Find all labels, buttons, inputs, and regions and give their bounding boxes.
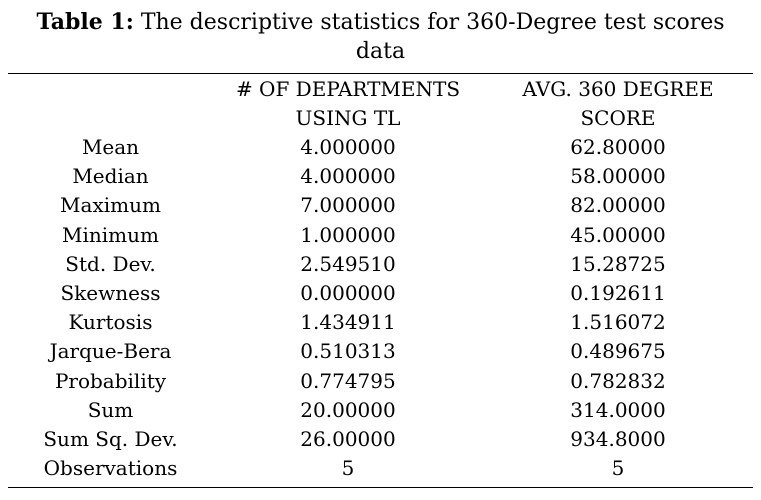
table-row: Maximum 7.000000 82.00000 xyxy=(8,191,753,220)
departments-value: 0.510313 xyxy=(300,339,396,364)
table-top-rule xyxy=(8,73,753,74)
table-row: Median 4.000000 58.00000 xyxy=(8,162,753,191)
table-row: Probability 0.774795 0.782832 xyxy=(8,367,753,396)
departments-value: 1.000000 xyxy=(300,222,396,247)
score-value: 82.00000 xyxy=(570,193,666,218)
departments-value: 0.000000 xyxy=(300,281,396,306)
score-value: 934.8000 xyxy=(570,427,666,452)
row-label: Kurtosis xyxy=(68,310,153,335)
table-row: Sum 20.00000 314.0000 xyxy=(8,396,753,425)
table-row: Observations 5 5 xyxy=(8,454,753,483)
row-label: Sum xyxy=(87,397,134,422)
descriptive-statistics-table: # OF DEPARTMENTS USING TL AVG. 360 DEGRE… xyxy=(8,75,753,483)
score-value: 62.80000 xyxy=(570,135,666,159)
score-value: 5 xyxy=(611,456,625,481)
departments-value: 4.000000 xyxy=(300,135,396,159)
table-row: Skewness 0.000000 0.192611 xyxy=(8,279,753,308)
header-departments-using-tl: # OF DEPARTMENTS USING TL xyxy=(213,75,483,133)
row-label: Skewness xyxy=(60,281,161,306)
row-label: Sum Sq. Dev. xyxy=(43,427,178,452)
departments-value: 20.00000 xyxy=(300,397,396,422)
score-value: 0.489675 xyxy=(570,339,666,364)
row-label: Median xyxy=(72,164,149,189)
departments-value: 5 xyxy=(341,456,355,481)
header-departments-line-1: # OF DEPARTMENTS xyxy=(235,77,461,101)
row-label: Maximum xyxy=(60,193,161,218)
table-row: Minimum 1.000000 45.00000 xyxy=(8,221,753,250)
row-label: Jarque-Bera xyxy=(49,339,172,364)
departments-value: 1.434911 xyxy=(300,310,396,335)
table-row: Jarque-Bera 0.510313 0.489675 xyxy=(8,337,753,366)
header-avg-360-degree-score: AVG. 360 DEGREE SCORE xyxy=(483,75,753,133)
header-score-line-2: SCORE xyxy=(580,106,656,130)
score-value: 15.28725 xyxy=(570,251,666,276)
caption-label: Table 1: xyxy=(36,9,134,35)
table-row: Std. Dev. 2.549510 15.28725 xyxy=(8,250,753,279)
row-label: Std. Dev. xyxy=(65,251,156,276)
table-row: Kurtosis 1.434911 1.516072 xyxy=(8,308,753,337)
score-value: 314.0000 xyxy=(570,397,666,422)
table-caption: Table 1: The descriptive statistics for … xyxy=(20,8,741,66)
row-label: Mean xyxy=(81,135,140,159)
table-row: Mean 4.000000 62.80000 xyxy=(8,133,753,162)
departments-value: 4.000000 xyxy=(300,164,396,189)
score-value: 0.782832 xyxy=(570,368,666,393)
row-label: Observations xyxy=(43,456,178,481)
departments-value: 26.00000 xyxy=(300,427,396,452)
row-label: Probability xyxy=(54,368,167,393)
departments-value: 7.000000 xyxy=(300,193,396,218)
header-score-line-1: AVG. 360 DEGREE xyxy=(522,77,714,101)
table-row: Sum Sq. Dev. 26.00000 934.8000 xyxy=(8,425,753,454)
departments-value: 0.774795 xyxy=(300,368,396,393)
table-bottom-rule xyxy=(8,487,753,488)
score-value: 0.192611 xyxy=(570,281,666,306)
departments-value: 2.549510 xyxy=(300,251,396,276)
score-value: 58.00000 xyxy=(570,164,666,189)
header-statistic xyxy=(8,75,213,133)
score-value: 1.516072 xyxy=(570,310,666,335)
header-departments-line-2: USING TL xyxy=(295,106,401,130)
caption-text: The descriptive statistics for 360-Degre… xyxy=(140,10,725,64)
table-header-row: # OF DEPARTMENTS USING TL AVG. 360 DEGRE… xyxy=(8,75,753,133)
score-value: 45.00000 xyxy=(570,222,666,247)
row-label: Minimum xyxy=(62,222,159,247)
